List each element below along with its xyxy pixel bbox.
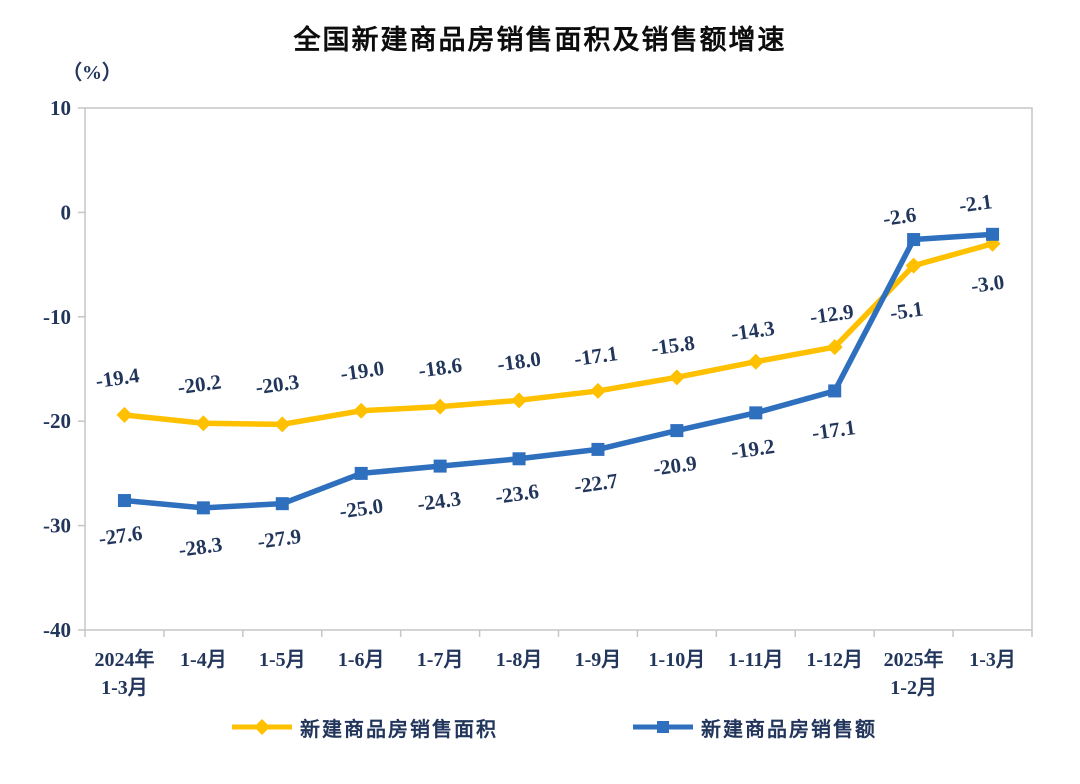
x-axis-category-label: 1-7月 bbox=[417, 649, 464, 671]
x-axis-category-label: 1-6月 bbox=[338, 649, 385, 671]
data-label: -17.1 bbox=[810, 415, 857, 445]
diamond-marker-icon bbox=[116, 406, 133, 423]
diamond-marker-icon bbox=[195, 415, 212, 432]
square-marker-icon bbox=[591, 442, 605, 456]
square-marker-icon bbox=[512, 452, 526, 466]
data-label: -25.0 bbox=[338, 494, 385, 524]
square-marker-icon bbox=[986, 227, 1000, 241]
square-marker-icon bbox=[657, 721, 669, 733]
y-axis-tick-label: -40 bbox=[43, 618, 71, 642]
square-marker-icon bbox=[196, 501, 210, 515]
legend-label-sales-area: 新建商品房销售面积 bbox=[300, 718, 498, 741]
x-axis-category-label: 1-10月 bbox=[649, 649, 706, 671]
chart-legend: 新建商品房销售面积 新建商品房销售额 bbox=[0, 712, 1080, 744]
data-label: -2.6 bbox=[882, 202, 918, 230]
y-axis-tick-label: -20 bbox=[43, 409, 71, 433]
data-label: -3.0 bbox=[969, 270, 1005, 298]
data-label: -28.3 bbox=[177, 532, 224, 562]
square-marker-icon bbox=[354, 466, 368, 480]
series-line-sales-value bbox=[124, 231, 993, 511]
x-axis-category-label: 1-4月 bbox=[180, 649, 227, 671]
square-marker-icon bbox=[117, 494, 131, 508]
y-axis-unit-label: （%） bbox=[62, 62, 122, 84]
plot-area-border bbox=[84, 107, 1033, 631]
diamond-marker-icon bbox=[254, 719, 270, 735]
diamond-marker-icon bbox=[826, 339, 843, 356]
y-axis-tick-label: 0 bbox=[61, 200, 72, 224]
square-marker-icon bbox=[907, 233, 921, 247]
data-label: -19.2 bbox=[729, 434, 776, 464]
data-label: -20.3 bbox=[254, 369, 301, 399]
square-marker-icon bbox=[670, 424, 684, 438]
data-label: -14.3 bbox=[729, 316, 776, 346]
y-axis-tick-label: 10 bbox=[50, 96, 71, 120]
series-line-sales-area bbox=[124, 241, 994, 428]
diamond-marker-icon bbox=[905, 257, 922, 274]
chart-title: 全国新建商品房销售面积及销售额增速 bbox=[293, 25, 787, 55]
line-chart: 10 0 -10 -20 -30 -40 2024年 1-3月 1-4月 1-5月 1-6月 1-7月… bbox=[43, 96, 1033, 699]
y-axis-tick-label: -10 bbox=[43, 305, 71, 329]
data-label: -15.8 bbox=[650, 330, 697, 360]
square-marker-icon bbox=[275, 497, 289, 511]
x-axis-category-label: 1-9月 bbox=[575, 649, 622, 671]
data-label: -22.7 bbox=[573, 469, 620, 499]
x-axis-category-label: 1-3月 bbox=[969, 649, 1016, 671]
square-marker-icon bbox=[828, 384, 842, 398]
diamond-marker-icon bbox=[432, 398, 449, 415]
data-label: -17.1 bbox=[573, 341, 620, 371]
x-axis: 2024年 1-3月 1-4月 1-5月 1-6月 1-7月 1-8月 1-9月 1-10月 1-… bbox=[84, 630, 1033, 699]
data-label: -23.6 bbox=[494, 479, 541, 509]
diamond-marker-icon bbox=[274, 416, 291, 433]
data-label: -20.9 bbox=[652, 451, 699, 481]
data-label: -19.4 bbox=[94, 363, 141, 393]
legend-label-sales-value: 新建商品房销售额 bbox=[701, 718, 877, 741]
data-label: -27.6 bbox=[97, 521, 144, 551]
legend-item-sales-area: 新建商品房销售面积 bbox=[232, 712, 498, 742]
x-axis-category-label: 1-5月 bbox=[259, 649, 306, 671]
y-axis-tick-label: -30 bbox=[43, 514, 71, 538]
square-marker-icon bbox=[749, 406, 763, 420]
legend-item-sales-value: 新建商品房销售额 bbox=[633, 712, 877, 742]
x-axis-category-label: 1-8月 bbox=[496, 649, 543, 671]
sales-area-legend-marker-icon bbox=[232, 719, 292, 735]
x-axis-category-label: 1-11月 bbox=[728, 649, 784, 671]
y-axis: 10 0 -10 -20 -30 -40 bbox=[43, 96, 85, 642]
sales-value-legend-marker-icon bbox=[633, 721, 693, 733]
diamond-marker-icon bbox=[589, 382, 606, 399]
diamond-marker-icon bbox=[511, 392, 528, 409]
diamond-marker-icon bbox=[747, 353, 764, 370]
data-label: -24.3 bbox=[416, 486, 463, 516]
data-label: -27.9 bbox=[256, 524, 303, 554]
x-axis-category-label: 2024年 1-3月 bbox=[94, 647, 154, 699]
x-axis-category-label: 2025年 1-2月 bbox=[884, 647, 944, 699]
data-label: -19.0 bbox=[339, 356, 386, 386]
diamond-marker-icon bbox=[353, 402, 370, 419]
data-label: -18.6 bbox=[417, 353, 464, 383]
square-marker-icon bbox=[433, 459, 447, 473]
data-label: -18.0 bbox=[496, 346, 543, 376]
data-label: -5.1 bbox=[889, 297, 925, 325]
data-label: -20.2 bbox=[176, 369, 223, 399]
data-label: -12.9 bbox=[808, 299, 855, 329]
diamond-marker-icon bbox=[668, 369, 685, 386]
x-axis-category-label: 1-12月 bbox=[806, 649, 863, 671]
data-label: -2.1 bbox=[957, 189, 993, 217]
